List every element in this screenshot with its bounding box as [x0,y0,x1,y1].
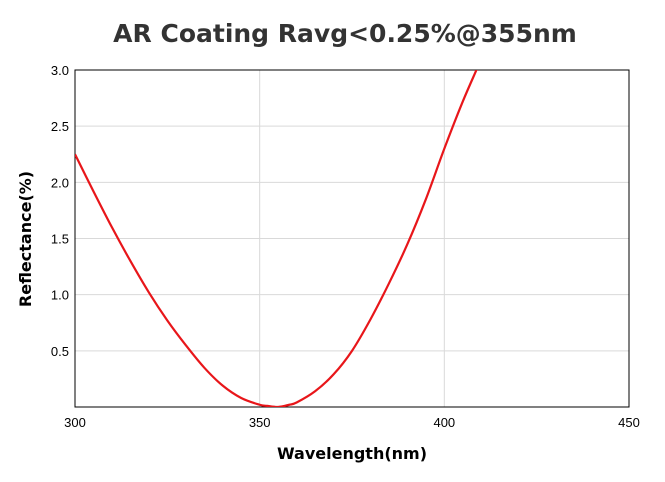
x-tick-label: 450 [618,415,640,430]
y-tick-label: 1.0 [51,288,69,303]
grid-lines [75,70,629,407]
reflectance-curve [75,70,478,407]
x-tick-label: 300 [64,415,86,430]
x-tick-label: 350 [249,415,271,430]
tick-labels: 300 350 400 450 0.5 1.0 1.5 2.0 2.5 3.0 [51,63,640,430]
y-tick-label: 3.0 [51,63,69,78]
x-tick-label: 400 [433,415,455,430]
x-axis-title: Wavelength(nm) [277,444,427,463]
y-axis-title: Reflectance(%) [16,171,35,307]
chart-title: AR Coating Ravg<0.25%@355nm [113,19,577,48]
y-tick-label: 1.5 [51,232,69,247]
y-tick-label: 2.0 [51,175,69,190]
plot-frame [74,69,630,408]
series-layer [75,70,478,407]
y-tick-label: 2.5 [51,119,69,134]
y-tick-label: 0.5 [51,344,69,359]
